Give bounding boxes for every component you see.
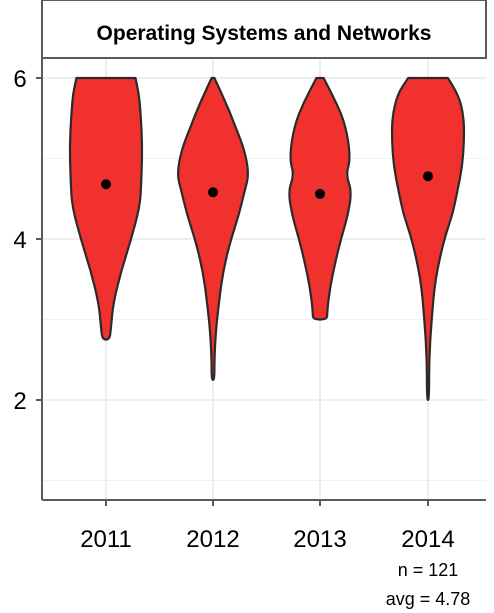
- x-tick-label-2013: 2013: [293, 526, 346, 553]
- y-tick-label-6: 6: [13, 66, 26, 93]
- mean-points: [101, 171, 433, 199]
- x-tick-label-2014: 2014: [401, 526, 454, 553]
- y-axis-ticks: 2 4 6: [13, 66, 42, 415]
- x-tick-label-2011: 2011: [80, 526, 132, 553]
- x-axis-ticks: 2011 2012 2013 2014: [80, 500, 455, 553]
- violin-2014: [390, 76, 466, 402]
- violins: [68, 76, 466, 402]
- facet-title: Operating Systems and Networks: [97, 22, 432, 45]
- facet-strip: [41, 0, 487, 59]
- y-tick-label-4: 4: [13, 227, 26, 254]
- mean-point-2011: [101, 179, 111, 190]
- violin-2012: [177, 76, 249, 381]
- mean-point-2012: [208, 187, 218, 198]
- mean-point-2013: [315, 188, 325, 199]
- annotation-n: n = 121: [398, 560, 459, 580]
- x-tick-label-2012: 2012: [186, 526, 239, 553]
- mean-point-2014: [423, 171, 433, 182]
- annotation-avg: avg = 4.78: [386, 589, 471, 609]
- y-tick-label-2: 2: [13, 388, 26, 415]
- violin-2011: [68, 76, 144, 341]
